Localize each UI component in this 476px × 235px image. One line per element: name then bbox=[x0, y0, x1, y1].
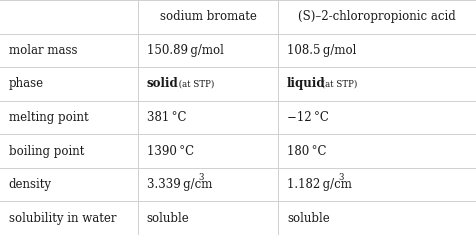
Text: 3: 3 bbox=[338, 173, 344, 182]
Text: soluble: soluble bbox=[287, 212, 330, 225]
Text: 150.89 g/mol: 150.89 g/mol bbox=[147, 44, 224, 57]
Text: melting point: melting point bbox=[9, 111, 88, 124]
Text: boiling point: boiling point bbox=[9, 145, 84, 158]
Text: solid: solid bbox=[147, 77, 178, 90]
Text: solubility in water: solubility in water bbox=[9, 212, 116, 225]
Text: 108.5 g/mol: 108.5 g/mol bbox=[287, 44, 357, 57]
Text: liquid: liquid bbox=[287, 77, 326, 90]
Text: 3: 3 bbox=[198, 173, 203, 182]
Text: 3.339 g/cm: 3.339 g/cm bbox=[147, 178, 212, 191]
Text: (at STP): (at STP) bbox=[176, 79, 215, 88]
Text: 180 °C: 180 °C bbox=[287, 145, 327, 158]
Text: density: density bbox=[9, 178, 51, 191]
Text: (at STP): (at STP) bbox=[319, 79, 358, 88]
Text: (S)–2-chloropropionic acid: (S)–2-chloropropionic acid bbox=[298, 10, 456, 23]
Text: sodium bromate: sodium bromate bbox=[160, 10, 257, 23]
Text: molar mass: molar mass bbox=[9, 44, 77, 57]
Text: 1390 °C: 1390 °C bbox=[147, 145, 194, 158]
Text: 1.182 g/cm: 1.182 g/cm bbox=[287, 178, 352, 191]
Text: −12 °C: −12 °C bbox=[287, 111, 329, 124]
Text: 381 °C: 381 °C bbox=[147, 111, 186, 124]
Text: soluble: soluble bbox=[147, 212, 189, 225]
Text: phase: phase bbox=[9, 77, 44, 90]
